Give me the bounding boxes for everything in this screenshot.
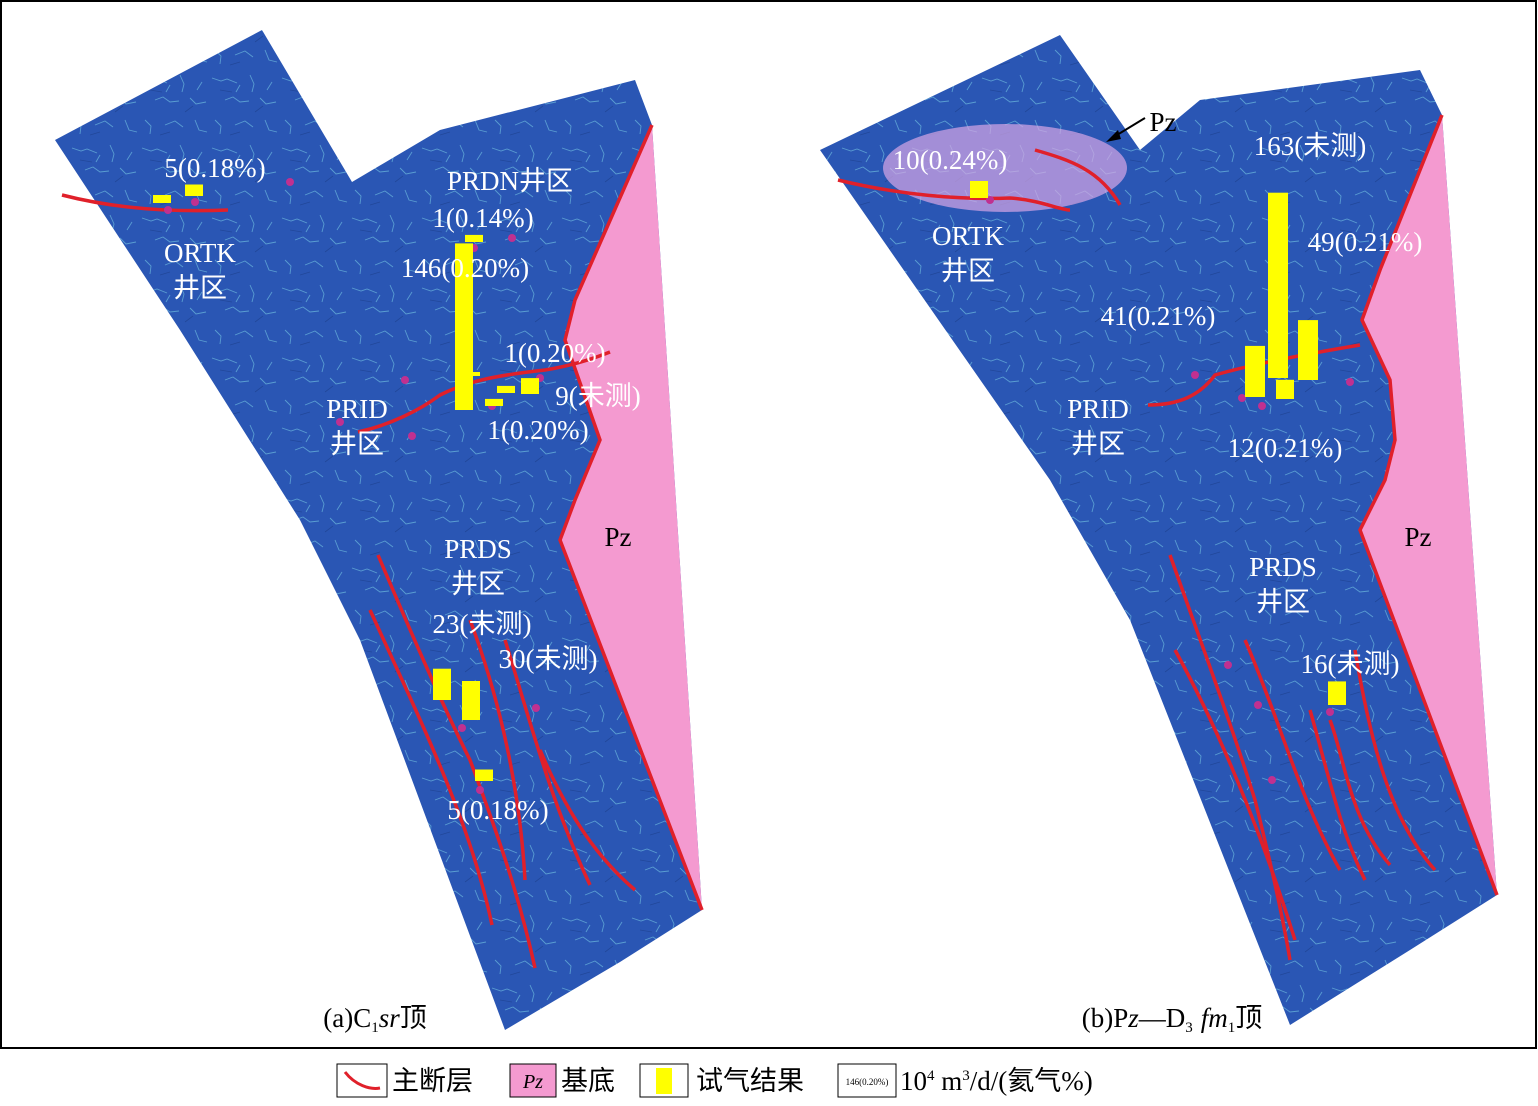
test-bar bbox=[465, 234, 483, 242]
seismic-map bbox=[55, 30, 702, 1030]
well-dots bbox=[986, 196, 1354, 784]
basement-area bbox=[560, 125, 702, 910]
test-label: 1(0.20%) bbox=[487, 415, 588, 445]
test-bar bbox=[1298, 320, 1318, 380]
area-label: 井区 bbox=[330, 429, 384, 459]
test-label: 16(未测) bbox=[1301, 649, 1400, 679]
legend-label: 104 m3/d/(氦气%) bbox=[900, 1066, 1093, 1096]
legend-label: 主断层 bbox=[392, 1066, 473, 1096]
test-label: 5(0.18%) bbox=[164, 153, 265, 183]
area-label: 井区 bbox=[173, 273, 227, 303]
test-bar bbox=[521, 378, 539, 394]
legend-icon bbox=[509, 1063, 557, 1098]
unit-part: 10 bbox=[900, 1066, 927, 1096]
caption-part: z bbox=[1127, 1003, 1139, 1033]
test-label: 146(0.20%) bbox=[401, 253, 529, 283]
legend: 主断层 Pz 基底 试气结果 146(0.20%) 104 m3/d/(氦气%) bbox=[336, 1063, 1093, 1098]
unit-part: 4 bbox=[927, 1068, 935, 1084]
legend-icon-label: Pz bbox=[522, 1071, 543, 1093]
caption: (b)Pz—D3 fm1顶 bbox=[1082, 1003, 1263, 1036]
legend-icon bbox=[336, 1063, 388, 1098]
area-label: 井区 bbox=[1071, 429, 1125, 459]
legend-label: 基底 bbox=[561, 1066, 615, 1096]
test-label: 49(0.21%) bbox=[1308, 227, 1423, 257]
area-label: PRDS bbox=[444, 534, 512, 564]
caption-part: sr bbox=[379, 1003, 401, 1033]
basement-label: Pz bbox=[605, 522, 632, 552]
caption-part: —D bbox=[1138, 1003, 1186, 1033]
basement-label: Pz bbox=[1405, 522, 1432, 552]
panel-a: ORTK 井区 PRDN井区 PRID 井区 PRDS 井区 Pz (a)C1s… bbox=[55, 30, 704, 1036]
faults bbox=[837, 114, 1499, 961]
area-label: PRDN井区 bbox=[447, 166, 573, 196]
test-label: 9(未测) bbox=[555, 381, 640, 411]
test-bar bbox=[485, 398, 503, 406]
test-label: 5(0.18%) bbox=[447, 795, 548, 825]
test-label: 30(未测) bbox=[499, 644, 598, 674]
legend-label: 试气结果 bbox=[696, 1066, 804, 1096]
area-label: ORTK bbox=[164, 238, 236, 268]
test-label: 163(未测) bbox=[1254, 131, 1366, 161]
test-bar bbox=[433, 668, 451, 700]
test-bar bbox=[1245, 345, 1265, 397]
area-label: ORTK bbox=[932, 221, 1004, 251]
unit-part: /d/(氦气%) bbox=[970, 1066, 1093, 1096]
test-bar bbox=[970, 181, 988, 198]
area-label: 井区 bbox=[1256, 587, 1310, 617]
area-label: PRID bbox=[1067, 394, 1129, 424]
caption-part: 顶 bbox=[1235, 1003, 1262, 1033]
legend-fault-icon bbox=[343, 1071, 381, 1090]
caption-part: 1 bbox=[371, 1020, 379, 1036]
caption-part: 顶 bbox=[400, 1003, 427, 1033]
legend-icon bbox=[837, 1063, 897, 1098]
test-label: 12(0.21%) bbox=[1228, 433, 1343, 463]
test-label: 23(未测) bbox=[433, 609, 532, 639]
area-label: 井区 bbox=[941, 256, 995, 286]
pz-zone bbox=[883, 124, 1127, 212]
area-label: 井区 bbox=[451, 569, 505, 599]
unit-part: 3 bbox=[962, 1068, 970, 1084]
callout-arrowhead bbox=[1106, 130, 1121, 142]
test-bar bbox=[497, 385, 515, 393]
panel-b: ORTK 井区 PRID 井区 PRDS 井区 Pz Pz (b)Pz—D3 fm… bbox=[820, 35, 1499, 1036]
caption-part: fm bbox=[1201, 1003, 1228, 1033]
test-label: 1(0.14%) bbox=[432, 203, 533, 233]
legend-sample: 146(0.20%) bbox=[846, 1077, 889, 1087]
unit-part: m bbox=[935, 1066, 963, 1096]
test-bar bbox=[475, 769, 493, 781]
test-label: 41(0.21%) bbox=[1101, 301, 1216, 331]
test-label: 1(0.20%) bbox=[504, 338, 605, 368]
caption-part: (a)C bbox=[323, 1003, 371, 1033]
caption: (a)C1sr顶 bbox=[323, 1003, 427, 1036]
callout-label: Pz bbox=[1150, 107, 1177, 137]
caption-part: 1 bbox=[1228, 1020, 1236, 1036]
test-bar bbox=[462, 681, 480, 720]
area-label: PRDS bbox=[1249, 552, 1317, 582]
faults bbox=[61, 124, 704, 969]
test-bar bbox=[153, 195, 171, 203]
test-bar bbox=[1276, 379, 1294, 399]
test-bar bbox=[1268, 192, 1288, 378]
test-bar bbox=[455, 243, 473, 410]
caption-part: 3 bbox=[1185, 1020, 1193, 1036]
caption-part: (b)P bbox=[1082, 1003, 1129, 1033]
legend-bar-icon bbox=[656, 1068, 672, 1094]
test-bar bbox=[1328, 681, 1346, 705]
test-bar bbox=[185, 184, 203, 196]
area-label: PRID bbox=[326, 394, 388, 424]
basement-area bbox=[1360, 115, 1497, 895]
test-label: 10(0.24%) bbox=[893, 145, 1008, 175]
